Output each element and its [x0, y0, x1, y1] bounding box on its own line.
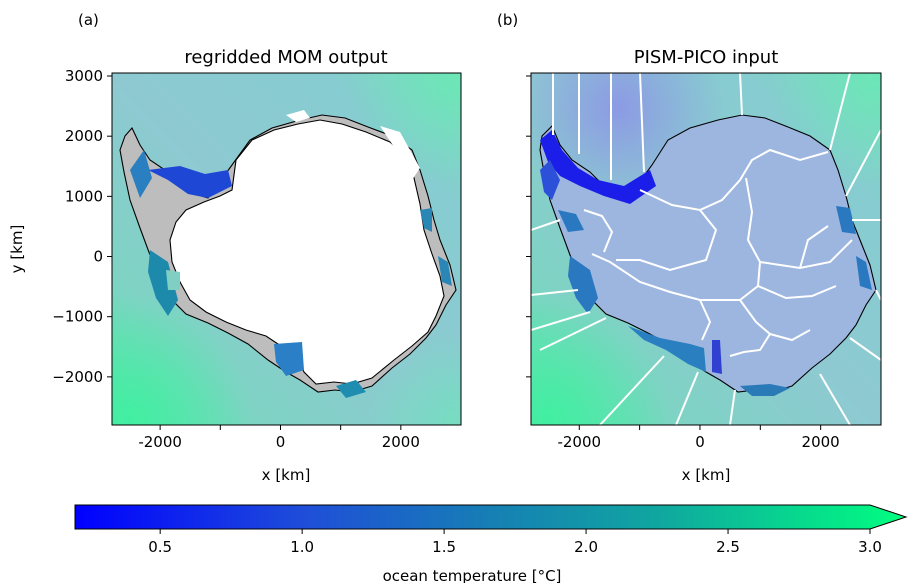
colorbar-label: ocean temperature [°C]	[383, 567, 562, 583]
panel-b-label: (b)	[497, 11, 518, 29]
panel-b-east-basin	[856, 256, 872, 290]
colorbar-tick-label: 1.0	[290, 538, 314, 556]
panel-a-wilkes-shelf	[336, 380, 366, 398]
panel-b-wilkes-basin	[740, 384, 790, 396]
colorbar-tick-label: 2.5	[716, 538, 740, 556]
colorbar-tick-label: 1.5	[432, 538, 456, 556]
panel-b-amery-basin	[836, 206, 856, 234]
panel-b-frame	[530, 72, 882, 426]
panel-a-xtick-label: -2000	[138, 433, 182, 451]
panel-b-xtick-label: 0	[695, 433, 705, 451]
panel-b-west-basin	[558, 210, 584, 232]
panel-a-peninsula-shelf	[148, 166, 232, 198]
panel-a-frame	[111, 72, 462, 426]
panel-a-ytick-label: 0	[93, 248, 103, 266]
panel-a-map	[112, 73, 461, 425]
panel-a-axes: -2000 0 2000 3000 2000 1000 0 −1000 −2000	[52, 67, 420, 451]
panel-a-xtick-label: 0	[276, 433, 286, 451]
panel-b-ross-basin	[628, 326, 706, 372]
panel-a: (a) regridded MOM output -2000 0	[8, 11, 462, 484]
panel-a-gap-top	[286, 110, 310, 122]
panel-a-ytick-label: 3000	[65, 67, 103, 85]
panel-b-south-basin	[568, 256, 598, 314]
panel-b-ross-cold	[712, 340, 722, 374]
colorbar-body	[74, 504, 908, 530]
colorbar-tick-label: 0.5	[148, 538, 172, 556]
panel-a-gap-right	[380, 126, 420, 180]
panel-a-amery-shelf	[420, 208, 432, 232]
panel-a-ross-shelf	[274, 342, 304, 376]
panel-a-ytick-label: −1000	[52, 308, 103, 326]
panel-a-bay	[166, 270, 180, 290]
panel-b-basin-boundaries	[531, 73, 881, 425]
panel-b-title: PISM-PICO input	[634, 47, 779, 68]
panel-b: (b) PISM-PICO input	[497, 11, 882, 484]
panel-b-peninsula-basin	[540, 130, 656, 204]
panel-a-label: (a)	[78, 11, 99, 29]
panel-a-east-shelf	[438, 256, 452, 286]
colorbar-ticks: 0.5 1.0 1.5 2.0 2.5 3.0	[148, 529, 882, 556]
panel-a-ytick-label: 1000	[65, 187, 103, 205]
colorbar: 0.5 1.0 1.5 2.0 2.5 3.0 ocean temperature [°C…	[74, 504, 908, 583]
panel-b-map	[531, 73, 881, 425]
colorbar-tick-label: 3.0	[858, 538, 882, 556]
panel-b-xlabel: x [km]	[682, 466, 731, 484]
panel-a-ylabel: y [km]	[8, 225, 26, 274]
panel-a-amundsen-shelf	[130, 150, 152, 198]
panel-b-amundsen-basin	[540, 160, 560, 200]
panel-b-xtick-label: 2000	[802, 433, 840, 451]
panel-b-xtick-label: -2000	[557, 433, 601, 451]
panel-a-west-shelf	[148, 250, 178, 316]
panel-a-xtick-label: 2000	[382, 433, 420, 451]
colorbar-tick-label: 2.0	[574, 538, 598, 556]
panel-a-ytick-label: −2000	[52, 368, 103, 386]
panel-a-title: regridded MOM output	[184, 47, 387, 68]
panel-a-ytick-label: 2000	[65, 127, 103, 145]
panel-a-xlabel: x [km]	[262, 466, 311, 484]
panel-b-axes: -2000 0 2000	[526, 75, 840, 451]
